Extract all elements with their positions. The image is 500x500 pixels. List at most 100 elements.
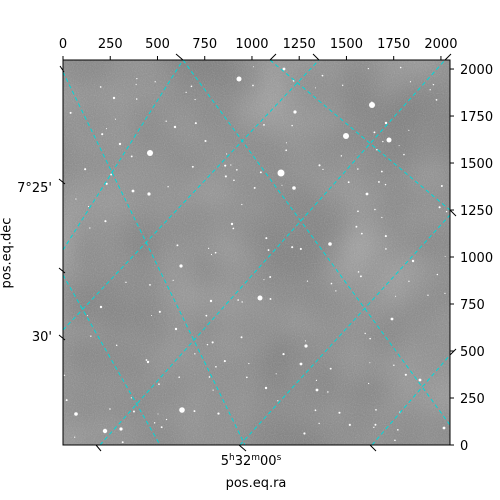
star	[374, 208, 376, 211]
star	[165, 120, 167, 122]
star	[398, 145, 400, 147]
star	[205, 314, 208, 317]
star	[408, 129, 410, 131]
y-pixel-tick-label: 1500	[460, 157, 493, 172]
star	[282, 353, 285, 356]
star	[130, 397, 132, 399]
star	[236, 76, 242, 82]
star	[230, 222, 234, 226]
star	[281, 184, 283, 186]
star	[147, 150, 153, 156]
star	[241, 203, 243, 206]
star	[179, 264, 183, 268]
y-pixel-tick-label: 0	[460, 439, 468, 454]
star	[330, 282, 333, 285]
star	[208, 376, 211, 378]
star	[172, 279, 174, 281]
star	[357, 210, 359, 213]
star	[112, 96, 116, 100]
grid-line	[63, 60, 320, 331]
star	[404, 373, 407, 376]
x-pixel-tick-label: 500	[145, 37, 170, 52]
star	[193, 410, 196, 413]
star	[158, 310, 161, 313]
star	[102, 428, 108, 434]
star	[86, 315, 88, 317]
star	[146, 360, 150, 364]
star	[378, 181, 380, 183]
star	[397, 428, 399, 431]
star	[215, 365, 217, 368]
star	[371, 101, 373, 103]
star	[109, 408, 111, 410]
star	[178, 376, 180, 378]
star	[147, 192, 151, 196]
star	[209, 299, 213, 303]
dec-tick-label-2: 30'	[32, 330, 52, 345]
star	[304, 340, 307, 342]
star	[360, 232, 363, 235]
star	[89, 227, 91, 229]
star	[329, 367, 332, 370]
star	[435, 99, 438, 101]
star	[384, 235, 387, 238]
grid-line	[63, 71, 246, 445]
star	[224, 175, 227, 178]
star	[105, 128, 108, 130]
star	[230, 164, 232, 166]
star	[63, 374, 66, 376]
star	[194, 98, 196, 101]
grid-line	[99, 60, 446, 445]
star	[386, 137, 392, 143]
star	[158, 383, 160, 385]
star	[444, 292, 446, 294]
y-pixel-tick-label: 500	[460, 345, 485, 360]
grid-line	[182, 60, 450, 426]
y-pixel-tick-label: 1750	[460, 110, 493, 125]
star	[211, 341, 214, 344]
star	[299, 247, 302, 250]
x-pixel-tick-label: 1750	[377, 37, 410, 52]
star	[74, 412, 78, 416]
star	[214, 251, 217, 254]
star	[408, 280, 410, 283]
star	[442, 426, 446, 430]
star	[393, 364, 395, 366]
star	[174, 327, 178, 331]
star	[115, 344, 118, 347]
y-pixel-tick-label: 2000	[460, 63, 493, 78]
star	[165, 418, 168, 421]
star	[365, 192, 369, 196]
star	[191, 165, 194, 168]
star	[190, 85, 193, 88]
star	[395, 295, 397, 297]
star	[212, 389, 214, 391]
star	[160, 426, 163, 429]
sky-image	[63, 60, 450, 445]
star	[382, 140, 384, 143]
star	[90, 335, 92, 337]
star	[304, 344, 308, 348]
star	[233, 179, 235, 182]
star	[303, 432, 306, 435]
star	[240, 336, 243, 339]
star	[375, 408, 377, 411]
star	[285, 149, 288, 152]
star	[75, 198, 77, 200]
star	[384, 121, 388, 125]
star	[99, 86, 102, 88]
star	[359, 275, 362, 278]
star	[104, 220, 107, 223]
star	[380, 170, 383, 173]
star	[121, 441, 124, 444]
star	[418, 378, 422, 382]
star	[291, 246, 294, 249]
star	[338, 411, 341, 414]
star	[315, 379, 318, 381]
grid-line	[63, 274, 161, 445]
star	[269, 297, 272, 300]
star	[253, 66, 255, 68]
star	[409, 81, 412, 83]
star	[429, 89, 431, 91]
